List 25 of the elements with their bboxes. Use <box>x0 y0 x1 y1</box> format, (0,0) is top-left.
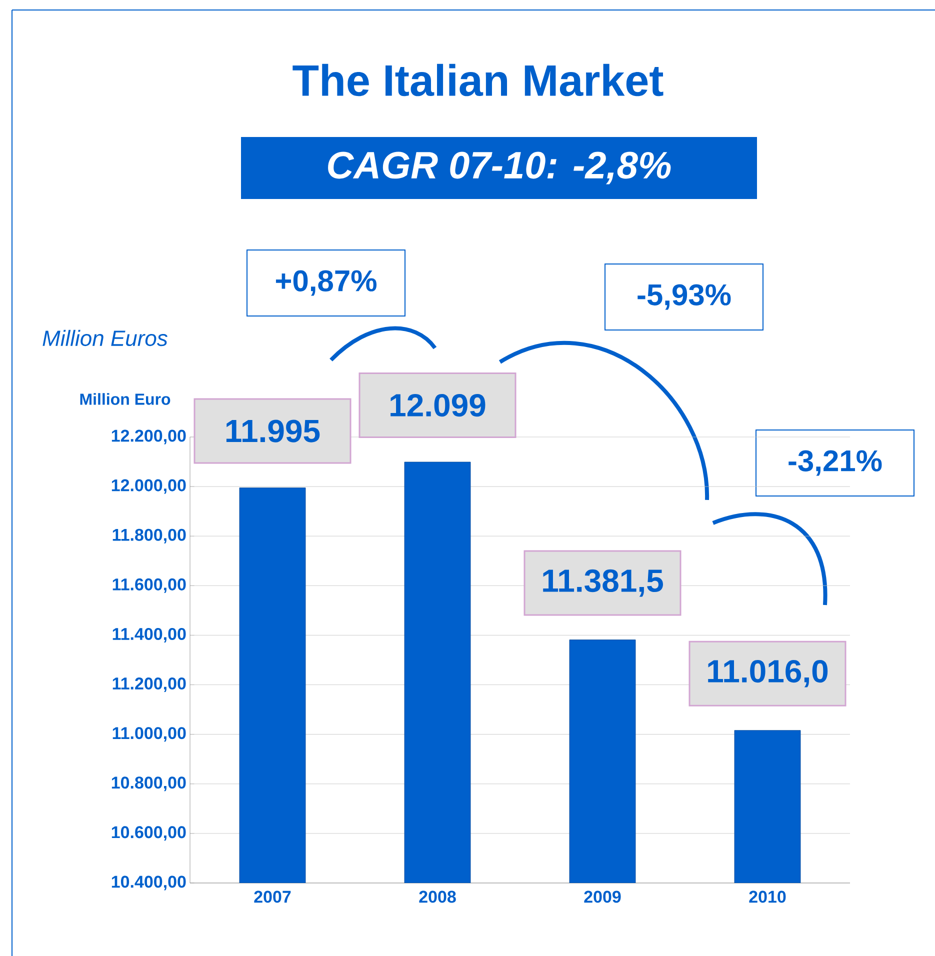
x-tick-label: 2007 <box>254 890 291 903</box>
text: -5,93% <box>638 284 731 310</box>
x-tick-label: 2010 <box>749 890 786 903</box>
x-tick-label: 2008 <box>419 890 456 903</box>
y-tick-label: 10.800,00 <box>112 776 186 792</box>
chart-subtitle: CAGR 07-10: -2,8% <box>328 152 671 184</box>
y-tick-label: 10.400,00 <box>112 876 186 890</box>
text: Million Euros <box>42 330 168 346</box>
y-tick-label: 12.200,00 <box>112 430 186 444</box>
data-label: 11.381,5 <box>543 569 663 597</box>
text: +0,87% <box>276 270 376 296</box>
annotation: -3,21% <box>788 450 882 476</box>
y-axis-title: Million Euro <box>80 393 170 405</box>
chart-title: The Italian Market <box>292 64 664 96</box>
x-tick-label: 2009 <box>584 890 621 903</box>
y-tick-label: 12.000,00 <box>112 479 186 494</box>
y-tick-label: 10.600,00 <box>112 826 186 841</box>
y-tick-label: 11.800,00 <box>112 528 186 544</box>
y-tick-label: 11.200,00 <box>112 678 186 692</box>
y-tick-label: 11.400,00 <box>112 628 186 642</box>
data-label: 11.995 <box>226 420 320 442</box>
data-label: 11.016,0 <box>708 660 828 688</box>
y-tick-label: 11.600,00 <box>112 578 186 593</box>
data-label: 12.099 <box>390 394 486 417</box>
y-tick-label: 11.000,00 <box>112 727 186 742</box>
